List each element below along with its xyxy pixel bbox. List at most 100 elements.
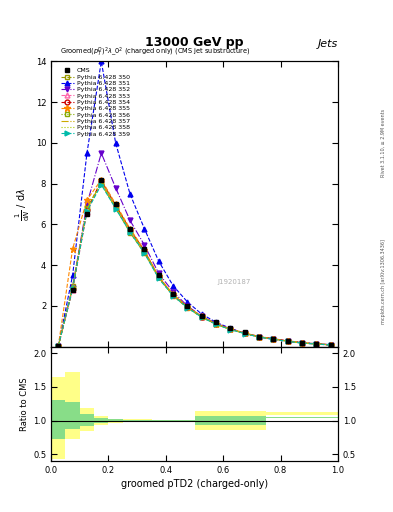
Pythia 6.428 353 bbox=[56, 343, 61, 349]
Pythia 6.428 352 bbox=[228, 326, 233, 332]
Pythia 6.428 354 bbox=[242, 330, 247, 336]
Pythia 6.428 359 bbox=[228, 327, 233, 333]
Pythia 6.428 356 bbox=[314, 341, 319, 347]
Pythia 6.428 357 bbox=[171, 292, 175, 298]
Pythia 6.428 353 bbox=[314, 341, 319, 347]
Pythia 6.428 358 bbox=[185, 304, 190, 310]
Pythia 6.428 355 bbox=[156, 273, 161, 280]
Pythia 6.428 350 bbox=[300, 340, 305, 346]
Pythia 6.428 358 bbox=[199, 314, 204, 320]
Pythia 6.428 356 bbox=[84, 205, 89, 211]
Pythia 6.428 355 bbox=[271, 336, 276, 342]
Pythia 6.428 357 bbox=[285, 338, 290, 344]
Pythia 6.428 357 bbox=[156, 274, 161, 281]
Pythia 6.428 359 bbox=[84, 208, 89, 215]
Text: mcplots.cern.ch [arXiv:1306.3436]: mcplots.cern.ch [arXiv:1306.3436] bbox=[381, 239, 386, 324]
Pythia 6.428 354 bbox=[214, 321, 219, 327]
Pythia 6.428 356 bbox=[56, 343, 61, 349]
Pythia 6.428 352 bbox=[156, 270, 161, 276]
Pythia 6.428 359 bbox=[242, 331, 247, 337]
Pythia 6.428 353 bbox=[214, 321, 219, 327]
Pythia 6.428 352 bbox=[142, 242, 147, 248]
Pythia 6.428 357 bbox=[214, 321, 219, 327]
Pythia 6.428 350 bbox=[185, 305, 190, 311]
Pythia 6.428 355 bbox=[70, 246, 75, 252]
Pythia 6.428 358 bbox=[171, 292, 175, 298]
Line: Pythia 6.428 355: Pythia 6.428 355 bbox=[55, 176, 334, 350]
Line: Pythia 6.428 351: Pythia 6.428 351 bbox=[56, 59, 333, 348]
Pythia 6.428 355 bbox=[199, 313, 204, 319]
Pythia 6.428 357 bbox=[128, 228, 132, 234]
Pythia 6.428 354 bbox=[84, 207, 89, 214]
Pythia 6.428 355 bbox=[113, 201, 118, 207]
Pythia 6.428 355 bbox=[314, 341, 319, 347]
CMS bbox=[285, 337, 290, 344]
Pythia 6.428 356 bbox=[257, 334, 261, 340]
Pythia 6.428 353 bbox=[228, 326, 233, 332]
Pythia 6.428 358 bbox=[214, 321, 219, 327]
Pythia 6.428 354 bbox=[257, 334, 261, 340]
Line: Pythia 6.428 350: Pythia 6.428 350 bbox=[56, 181, 333, 349]
Pythia 6.428 353 bbox=[171, 292, 175, 298]
Pythia 6.428 351 bbox=[99, 58, 104, 65]
Pythia 6.428 359 bbox=[185, 305, 190, 311]
Pythia 6.428 350 bbox=[199, 314, 204, 320]
CMS bbox=[185, 303, 190, 309]
Pythia 6.428 352 bbox=[185, 303, 190, 309]
Pythia 6.428 352 bbox=[128, 217, 132, 223]
Pythia 6.428 351 bbox=[56, 343, 61, 349]
Pythia 6.428 356 bbox=[329, 342, 333, 348]
Pythia 6.428 354 bbox=[185, 304, 190, 310]
Pythia 6.428 353 bbox=[156, 274, 161, 281]
Pythia 6.428 351 bbox=[214, 319, 219, 325]
Pythia 6.428 351 bbox=[70, 272, 75, 279]
Pythia 6.428 352 bbox=[70, 285, 75, 291]
Pythia 6.428 356 bbox=[199, 314, 204, 320]
CMS bbox=[84, 211, 89, 217]
Pythia 6.428 350 bbox=[56, 343, 61, 349]
CMS bbox=[199, 313, 204, 319]
Pythia 6.428 355 bbox=[56, 343, 61, 349]
Pythia 6.428 354 bbox=[199, 313, 204, 319]
CMS bbox=[242, 329, 247, 335]
Pythia 6.428 352 bbox=[285, 338, 290, 344]
Pythia 6.428 359 bbox=[285, 338, 290, 345]
Pythia 6.428 350 bbox=[271, 336, 276, 342]
Pythia 6.428 358 bbox=[329, 342, 333, 348]
Pythia 6.428 353 bbox=[271, 336, 276, 342]
Pythia 6.428 358 bbox=[300, 340, 305, 346]
Pythia 6.428 357 bbox=[314, 341, 319, 347]
CMS bbox=[314, 340, 319, 347]
Pythia 6.428 351 bbox=[329, 342, 333, 348]
Pythia 6.428 354 bbox=[329, 342, 333, 348]
Pythia 6.428 357 bbox=[56, 343, 61, 349]
Pythia 6.428 357 bbox=[199, 314, 204, 320]
Pythia 6.428 355 bbox=[171, 291, 175, 297]
Pythia 6.428 356 bbox=[271, 336, 276, 342]
Text: Groomed$(p_T^D)^2\lambda\_0^2$ (charged only) (CMS jet substructure): Groomed$(p_T^D)^2\lambda\_0^2$ (charged … bbox=[60, 45, 250, 58]
Pythia 6.428 359 bbox=[300, 340, 305, 346]
Pythia 6.428 355 bbox=[285, 338, 290, 344]
Pythia 6.428 358 bbox=[99, 180, 104, 186]
Pythia 6.428 350 bbox=[128, 229, 132, 236]
Pythia 6.428 358 bbox=[314, 341, 319, 347]
Pythia 6.428 352 bbox=[257, 333, 261, 339]
Pythia 6.428 357 bbox=[228, 326, 233, 332]
Line: Pythia 6.428 354: Pythia 6.428 354 bbox=[56, 178, 333, 349]
Pythia 6.428 351 bbox=[271, 336, 276, 343]
X-axis label: groomed pTD2 (charged-only): groomed pTD2 (charged-only) bbox=[121, 479, 268, 489]
Pythia 6.428 357 bbox=[84, 206, 89, 212]
Pythia 6.428 352 bbox=[113, 185, 118, 191]
Pythia 6.428 355 bbox=[99, 177, 104, 183]
Y-axis label: Ratio to CMS: Ratio to CMS bbox=[20, 377, 29, 431]
Pythia 6.428 351 bbox=[142, 225, 147, 231]
Pythia 6.428 354 bbox=[56, 343, 61, 349]
Pythia 6.428 353 bbox=[70, 287, 75, 293]
Pythia 6.428 359 bbox=[271, 336, 276, 343]
Pythia 6.428 356 bbox=[113, 203, 118, 209]
Line: Pythia 6.428 353: Pythia 6.428 353 bbox=[56, 179, 333, 349]
Line: Pythia 6.428 359: Pythia 6.428 359 bbox=[56, 182, 333, 349]
Pythia 6.428 350 bbox=[285, 338, 290, 344]
Pythia 6.428 352 bbox=[214, 320, 219, 326]
Pythia 6.428 353 bbox=[300, 340, 305, 346]
